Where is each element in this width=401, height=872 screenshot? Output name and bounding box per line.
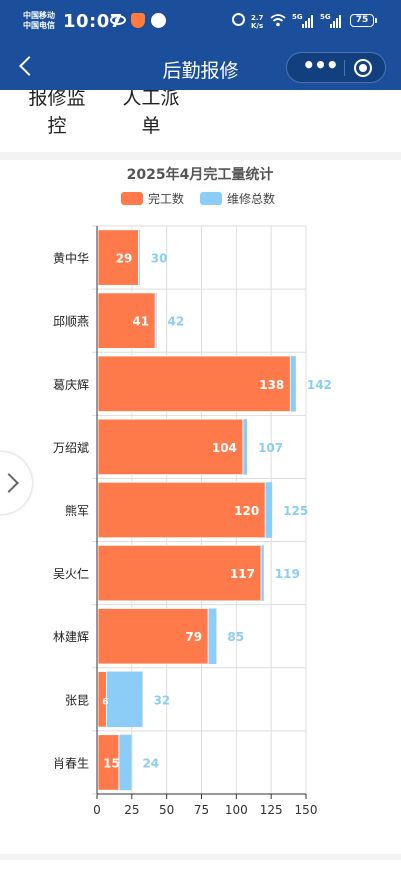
data-label-completed: 41 (132, 315, 149, 329)
data-label-total: 142 (307, 378, 332, 392)
y-category-label: 黄中华 (53, 251, 89, 266)
data-label-completed: 79 (185, 630, 202, 644)
battery-icon: 75 (350, 14, 377, 27)
data-label-total: 42 (168, 315, 185, 329)
x-tick-label: 125 (260, 803, 283, 817)
bar-completed (97, 229, 139, 286)
capsule-divider (344, 60, 345, 76)
menu-item-line1: 人工派 (122, 90, 180, 109)
chart-card: 2025年4月完工量统计完工数 维修总数 0 25 50 75 100 125 150 黄中华 29… (0, 160, 401, 854)
menu-item-line1: 报修监 (28, 90, 86, 109)
legend-swatch-2 (200, 192, 222, 205)
carrier-2: 中国电信 (23, 21, 55, 30)
data-label-completed: 29 (116, 252, 133, 266)
clock: 10:07 (63, 11, 123, 32)
data-label-total: 85 (227, 630, 244, 644)
x-tick-label: 25 (124, 803, 139, 817)
signal-icon (302, 14, 313, 28)
net-speed: 2.7 K/s (251, 14, 263, 30)
bar-completed (97, 292, 156, 349)
data-label-total: 125 (283, 504, 308, 518)
x-tick-label: 100 (225, 803, 248, 817)
x-tick-label: 50 (159, 803, 174, 817)
data-label-total: 24 (142, 756, 159, 770)
legend-swatch-1 (121, 192, 143, 205)
next-card (0, 860, 401, 872)
top-menu-card: 报修监 控 人工派 单 (0, 90, 401, 152)
signal-label-2: 5G (320, 13, 331, 21)
bar-completed (97, 608, 209, 665)
y-category-label: 熊军 (65, 503, 89, 518)
y-category-label: 万绍斌 (53, 441, 89, 455)
data-label-total: 107 (258, 441, 283, 455)
wifi-icon (270, 14, 286, 27)
menu-item-line2: 单 (141, 115, 161, 137)
carrier-info: 中国移动 中国电信 (23, 11, 55, 31)
shield-app-icon (131, 13, 145, 28)
y-category-label: 林建辉 (53, 630, 89, 644)
bar-completed (97, 671, 107, 728)
close-mini-program-icon[interactable] (354, 59, 372, 77)
net-speed-value: 2.7 (251, 14, 264, 22)
bar-completed (97, 355, 291, 412)
data-label-completed: 15 (103, 756, 120, 770)
app-badge-icon (151, 13, 166, 28)
legend-label-2: 维修总数 (227, 191, 275, 206)
data-label-completed: 117 (230, 567, 255, 581)
signal-icon-2 (330, 14, 341, 28)
menu-item-repair-monitor[interactable]: 报修监 控 (14, 90, 100, 140)
x-tick-label: 75 (194, 803, 209, 817)
bar-completed (97, 418, 244, 476)
mini-program-capsule: ••• (286, 52, 386, 83)
data-label-total: 32 (154, 693, 171, 707)
data-label-total: 119 (275, 567, 300, 581)
chart-title: 2025年4月完工量统计 (127, 166, 274, 183)
y-category-label: 吴火仁 (53, 567, 89, 581)
data-label-completed: 120 (234, 504, 259, 518)
data-label-total: 30 (151, 252, 168, 266)
x-tick-label: 0 (93, 803, 101, 817)
y-category-label: 邱顺燕 (53, 315, 89, 329)
data-label-completed: 6 (102, 697, 108, 707)
bar-completed (97, 481, 266, 539)
data-label-completed: 138 (259, 378, 284, 392)
y-category-label: 张昆 (65, 693, 89, 707)
net-speed-unit: K/s (251, 22, 264, 30)
x-tick-label: 150 (295, 803, 318, 817)
y-category-label: 葛庆辉 (53, 378, 89, 392)
eye-icon (110, 15, 126, 25)
chevron-right-icon (0, 473, 19, 493)
carrier-1: 中国移动 (23, 11, 55, 20)
nav-bar: 后勤报修 ••• (0, 46, 401, 90)
status-bar: 中国移动 中国电信 10:07 2.7 K/s 5G 5G 75 (0, 0, 401, 46)
signal-label-1: 5G (292, 13, 303, 21)
menu-item-manual-dispatch[interactable]: 人工派 单 (108, 90, 194, 140)
bar-completed (97, 734, 120, 791)
page-title: 后勤报修 (162, 60, 239, 82)
data-label-completed: 104 (212, 441, 237, 455)
alarm-icon (232, 13, 245, 26)
more-icon[interactable]: ••• (302, 53, 338, 77)
bar-completed (97, 544, 262, 602)
legend-label-1: 完工数 (148, 191, 184, 206)
menu-item-line2: 控 (47, 115, 67, 137)
y-category-label: 肖春生 (53, 756, 89, 770)
